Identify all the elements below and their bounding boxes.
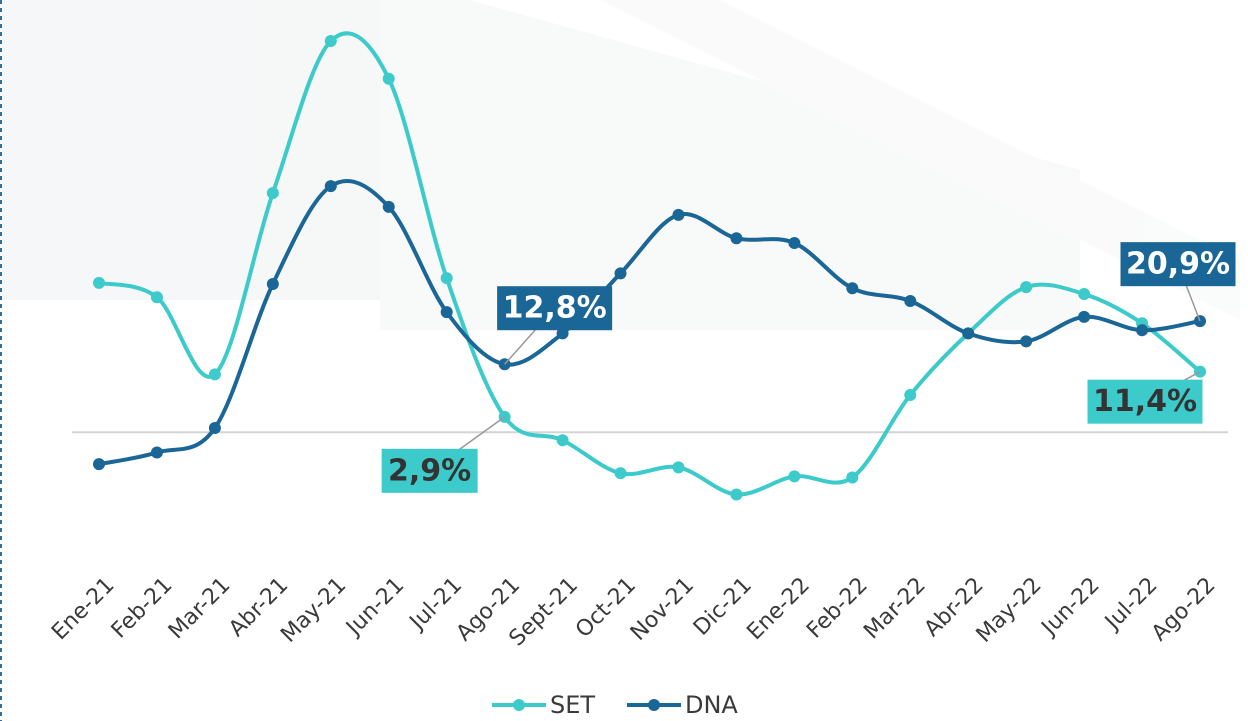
x-tick-label: May-22 — [972, 573, 1047, 648]
data-point — [904, 295, 916, 307]
data-point — [615, 467, 627, 479]
data-point — [383, 201, 395, 213]
x-tick-label: Feb-22 — [802, 573, 873, 644]
data-point — [93, 458, 105, 470]
legend: SET DNA — [492, 691, 738, 719]
data-point — [209, 422, 221, 434]
data-point — [672, 209, 684, 221]
data-point — [904, 389, 916, 401]
data-point — [557, 434, 569, 446]
data-point — [151, 446, 163, 458]
data-point — [325, 35, 337, 47]
chart: Ene-21Feb-21Mar-21Abr-21May-21Jun-21Jul-… — [0, 0, 1248, 721]
x-tick-label: Feb-21 — [107, 573, 178, 644]
data-point — [672, 461, 684, 473]
x-tick-label: Mar-22 — [859, 573, 930, 644]
legend-label: SET — [550, 691, 595, 719]
data-point — [962, 327, 974, 339]
data-point — [441, 306, 453, 318]
data-point — [151, 291, 163, 303]
value-label: 20,9% — [1126, 247, 1230, 282]
x-tick-label: May-21 — [276, 573, 351, 648]
data-point — [267, 187, 279, 199]
x-tick-label: Mar-21 — [164, 573, 235, 644]
background-decoration — [0, 0, 1240, 330]
data-point — [383, 73, 395, 85]
x-tick-label: Ene-21 — [47, 573, 119, 645]
data-point — [267, 278, 279, 290]
data-point — [1078, 311, 1090, 323]
data-point — [788, 237, 800, 249]
data-point — [846, 282, 858, 294]
data-point — [93, 277, 105, 289]
value-label: 2,9% — [388, 453, 471, 488]
data-point — [325, 180, 337, 192]
data-point — [1020, 281, 1032, 293]
data-point — [730, 232, 742, 244]
legend-marker — [648, 699, 660, 711]
data-point — [730, 488, 742, 500]
legend-label: DNA — [685, 691, 738, 719]
x-tick-label: Ene-22 — [743, 573, 815, 645]
data-point — [846, 471, 858, 483]
x-tick-label: Jun-22 — [1036, 573, 1105, 642]
data-point — [1078, 288, 1090, 300]
data-point — [441, 272, 453, 284]
x-tick-label: Ago-22 — [1147, 573, 1220, 646]
value-label: 12,8% — [503, 291, 607, 326]
data-point — [1136, 324, 1148, 336]
x-tick-label: Nov-21 — [626, 573, 699, 646]
data-point — [209, 368, 221, 380]
x-tick-label: Jun-21 — [340, 573, 409, 642]
data-point — [615, 267, 627, 279]
data-point — [1020, 335, 1032, 347]
legend-marker — [513, 699, 525, 711]
value-label: 11,4% — [1093, 384, 1197, 419]
data-point — [788, 470, 800, 482]
